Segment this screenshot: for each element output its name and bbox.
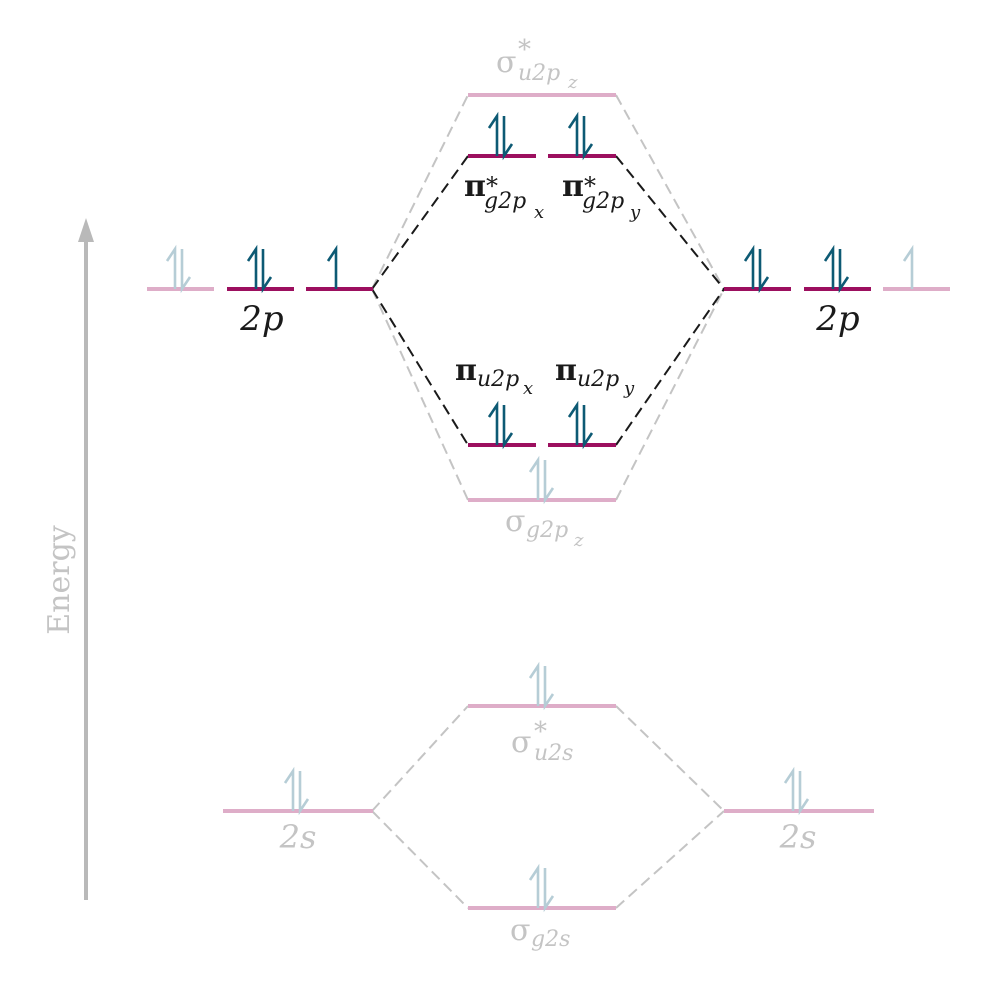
electron-pair-pi-2py [567,400,594,450]
label-pi-2py: π [555,353,577,388]
corr-line-left-2s-to-sigma [371,810,469,909]
label-left-2p-text: 2p [239,299,283,339]
corr-line-left-2pz-to-sigma [371,288,469,501]
label-right-2s: 2s [779,818,817,856]
corr-line-sigma-to-right-2s [615,810,725,909]
label-pi-2px-subsub: x [523,378,533,399]
corr-line-sigma-star-to-right-2s [615,705,725,812]
label-sigma-star-2s-sub: u2s [534,741,573,766]
mo-labels: σ * u2p z π * g2p x π * g2p y π u2p x π … [455,35,641,952]
label-pi-2py-greek: π [555,353,577,388]
label-pi-star-2px: π [464,169,486,204]
label-pi-star-2px-subsub: x [534,202,544,223]
electron-pair-right-2p-a [743,244,770,294]
electron-pair-sigma-star-2s [528,661,555,711]
label-sigma-star-2pz-greek: σ [496,45,516,80]
label-pi-star-2py-greek: π [562,169,584,204]
label-pi-2px-sub: u2p [477,367,519,392]
electron-pair-right-2s [783,766,810,816]
corr-line-left-2p-to-pi-star [371,155,469,290]
label-sigma-2pz-greek: σ [505,504,525,539]
electron-pair-pi-star-2px [487,111,514,161]
label-pi-star-2py-subsub: y [629,202,641,223]
electron-pair-pi-2px [487,400,514,450]
corr-line-left-2s-to-sigma-star [371,705,469,812]
corr-line-left-2pz-to-sigma-star [371,94,469,290]
energy-axis-label: Energy [42,525,77,635]
label-sigma-star-2pz-subsub: z [567,72,578,93]
label-pi-star-2px-sub: g2p [484,189,526,214]
label-left-2s-text: 2s [279,818,317,856]
corr-line-pi-to-right-2p [615,288,725,446]
electron-pair-right-2p-b [823,244,850,294]
label-left-2p: 2p [239,299,283,339]
electron-pair-sigma-2s [528,863,555,913]
label-sigma-2s: σ [510,913,530,948]
energy-axis: Energy [42,218,94,900]
corr-line-pi-star-to-right-2p [615,155,725,290]
label-right-2p-text: 2p [815,299,859,339]
correlation-lines [371,94,725,909]
electron-single-right-2p-faded [902,244,914,289]
electron-pair-left-2p-a [246,244,273,294]
label-sigma-star-2pz-sub-main: u2p [518,61,560,86]
label-sigma-2s-greek: σ [510,913,530,948]
label-sigma-2pz: σ [505,504,525,539]
label-right-2s-text: 2s [779,818,817,856]
label-sigma-star-2pz-sub: u2p [518,61,560,86]
label-pi-star-2px-greek: π [464,169,486,204]
label-sigma-star-2s-greek: σ [511,725,531,760]
electron-single-left-2p-b [326,244,338,289]
label-pi-star-2py-sub: g2p [582,189,624,214]
label-sigma-star-2s-star: * [534,717,547,747]
energy-levels [147,93,950,910]
label-sigma-2pz-subsub: z [573,530,584,551]
label-sigma-star-2pz: σ [496,45,516,80]
label-pi-2px: π [455,353,477,388]
label-sigma-star-2s: σ [511,725,531,760]
corr-line-left-2p-to-pi [371,288,469,446]
label-pi-star-2py: π [562,169,584,204]
label-pi-2px-greek: π [455,353,477,388]
electron-arrows [165,111,914,913]
electron-pair-pi-star-2py [567,111,594,161]
label-pi-star-2px-star: * [486,172,498,200]
energy-axis-arrowhead [78,218,94,242]
electron-pair-left-2s [283,766,310,816]
label-left-2s: 2s [279,818,317,856]
corr-line-sigma-star-to-right-2pz [615,94,725,290]
corr-line-sigma-to-right-2pz [615,288,725,501]
label-sigma-2s-sub: g2s [531,927,570,952]
label-pi-2py-subsub: y [623,378,635,399]
electron-pair-sigma-2pz [528,455,555,505]
label-pi-2py-sub: u2p [577,367,619,392]
label-sigma-star-2pz-star: * [518,35,531,65]
label-right-2p: 2p [815,299,859,339]
label-pi-star-2py-star: * [584,172,596,200]
label-sigma-2pz-sub: g2p [526,518,568,543]
atomic-orbital-labels: 2p 2p 2s 2s [239,299,859,856]
electron-pair-left-2p-faded [165,244,192,294]
